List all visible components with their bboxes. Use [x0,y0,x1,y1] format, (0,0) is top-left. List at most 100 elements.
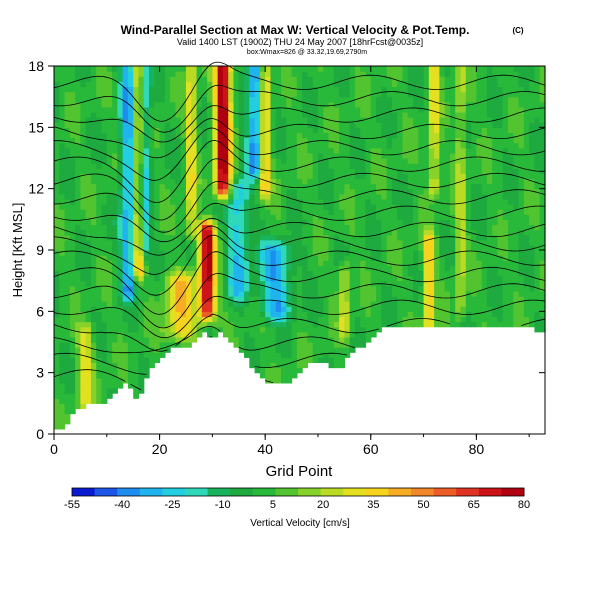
heatmap-cell [54,66,60,72]
heatmap-cell [455,260,462,266]
heatmap-cell [370,137,377,144]
heatmap-cell [106,132,113,139]
heatmap-cell [444,285,451,292]
heatmap-cell [191,122,198,128]
heatmap-cell [360,106,367,113]
heatmap-cell [265,76,272,82]
heatmap-cell [434,280,441,287]
heatmap-cell [75,142,81,149]
heatmap-cell [80,127,87,134]
heatmap-cell [317,352,324,358]
heatmap-cell [138,147,145,154]
heatmap-cell [413,198,419,205]
heatmap-cell [244,91,250,98]
heatmap-cell [143,275,150,282]
heatmap-cell [471,178,477,185]
heatmap-cell [497,239,504,246]
heatmap-cell [381,198,388,205]
heatmap-cell [344,209,351,215]
heatmap-cell [117,158,124,164]
heatmap-cell [492,224,499,231]
heatmap-cell [513,306,520,312]
heatmap-cell [133,183,140,190]
heatmap-cell [328,290,335,297]
heatmap-cell [222,173,229,180]
heatmap-cell [185,265,192,272]
heatmap-cell [381,224,388,231]
heatmap-cell [249,290,256,297]
heatmap-cell [381,255,388,261]
heatmap-cell [471,229,477,236]
heatmap-cell [201,285,208,292]
heatmap-cell [344,219,351,226]
heatmap-cell [164,275,171,282]
heatmap-cell [122,372,129,379]
heatmap-cell [212,173,219,180]
heatmap-cell [376,76,382,82]
heatmap-cell [281,331,287,338]
heatmap-cell [75,260,81,266]
heatmap-cell [449,193,456,200]
heatmap-cell [344,255,351,261]
heatmap-cell [185,106,192,113]
heatmap-cell [233,147,240,154]
heatmap-cell [133,193,140,200]
heatmap-cell [69,127,76,134]
heatmap-cell [270,173,277,180]
heatmap-cell [386,152,393,159]
heatmap-cell [154,112,161,118]
heatmap-cell [259,331,266,338]
heatmap-cell [286,331,293,338]
heatmap-cell [191,239,198,246]
heatmap-cell [265,270,272,277]
heatmap-cell [59,219,66,226]
heatmap-cell [90,347,97,353]
heatmap-cell [323,81,330,88]
heatmap-cell [80,270,87,277]
heatmap-cell [323,152,330,159]
heatmap-cell [317,311,324,318]
heatmap-cell [344,336,351,343]
heatmap-cell [370,214,377,220]
heatmap-cell [508,285,514,292]
heatmap-cell [127,71,134,77]
heatmap-cell [428,234,435,241]
heatmap-cell [222,265,229,272]
heatmap-cell [460,193,467,200]
heatmap-cell [238,101,245,108]
heatmap-cell [275,352,282,358]
heatmap-cell [101,326,108,333]
heatmap-cell [69,285,76,292]
heatmap-cell [249,296,256,302]
heatmap-cell [471,214,477,220]
heatmap-cell [85,377,92,384]
heatmap-cell [281,163,287,169]
heatmap-cell [413,311,419,318]
heatmap-cell [196,168,203,174]
heatmap-cell [54,408,60,415]
heatmap-cell [69,270,76,277]
heatmap-cell [185,244,192,251]
heatmap-cell [101,250,108,256]
heatmap-cell [90,91,97,98]
heatmap-cell [344,137,351,144]
heatmap-cell [413,316,419,323]
heatmap-cell [54,219,60,226]
heatmap-cell [259,173,266,180]
heatmap-cell [423,173,430,180]
heatmap-cell [117,275,124,282]
heatmap-cell [122,377,129,384]
heatmap-cell [444,101,451,108]
heatmap-cell [259,66,266,72]
heatmap-cell [196,127,203,134]
heatmap-cell [513,234,520,241]
heatmap-cell [75,198,81,205]
heatmap-cell [349,290,356,297]
heatmap-cell [460,168,467,174]
heatmap-cell [185,178,192,185]
heatmap-cell [164,193,171,200]
heatmap-cell [386,183,393,190]
heatmap-cell [344,260,351,266]
heatmap-cell [201,168,208,174]
heatmap-cell [85,393,92,399]
